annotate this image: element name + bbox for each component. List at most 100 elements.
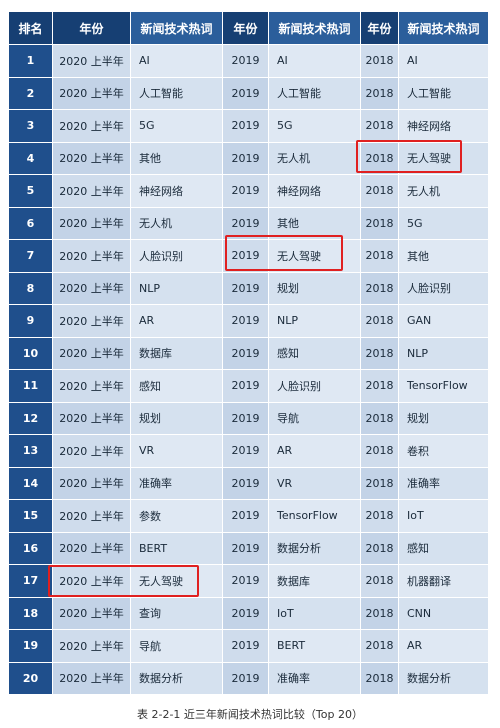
- word-2019-cell: BERT: [269, 630, 361, 663]
- table-row: 15 2020 上半年 参数 2019 TensorFlow 2018 IoT: [9, 500, 489, 533]
- rank-cell: 9: [9, 305, 53, 338]
- word-2019-cell: IoT: [269, 597, 361, 630]
- rank-cell: 5: [9, 175, 53, 208]
- year-2018-cell: 2018: [361, 370, 399, 403]
- word-2018-cell: 准确率: [399, 467, 489, 500]
- year-2018-cell: 2018: [361, 532, 399, 565]
- year-2020-cell: 2020 上半年: [53, 500, 131, 533]
- header-year-2019: 年份: [223, 12, 269, 45]
- year-2020-cell: 2020 上半年: [53, 272, 131, 305]
- word-2018-cell: AR: [399, 630, 489, 663]
- rank-cell: 3: [9, 110, 53, 143]
- highlight-box-2019-rank-7: [225, 235, 343, 271]
- year-2019-cell: 2019: [223, 45, 269, 78]
- year-2019-cell: 2019: [223, 175, 269, 208]
- year-2018-cell: 2018: [361, 240, 399, 273]
- hot-words-table-container: 排名 年份 新闻技术热词 年份 新闻技术热词 年份 新闻技术热词 1 2020 上…: [9, 12, 489, 695]
- year-2019-cell: 2019: [223, 597, 269, 630]
- year-2018-cell: 2018: [361, 77, 399, 110]
- word-2018-cell: AI: [399, 45, 489, 78]
- word-2019-cell: AI: [269, 45, 361, 78]
- table-row: 2 2020 上半年 人工智能 2019 人工智能 2018 人工智能: [9, 77, 489, 110]
- word-2018-cell: 卷积: [399, 435, 489, 468]
- word-2020-cell: 数据库: [131, 337, 223, 370]
- table-row: 9 2020 上半年 AR 2019 NLP 2018 GAN: [9, 305, 489, 338]
- year-2020-cell: 2020 上半年: [53, 467, 131, 500]
- word-2020-cell: 人工智能: [131, 77, 223, 110]
- word-2020-cell: 数据分析: [131, 662, 223, 695]
- year-2019-cell: 2019: [223, 532, 269, 565]
- word-2020-cell: BERT: [131, 532, 223, 565]
- rank-cell: 19: [9, 630, 53, 663]
- table-row: 1 2020 上半年 AI 2019 AI 2018 AI: [9, 45, 489, 78]
- word-2018-cell: 其他: [399, 240, 489, 273]
- year-2020-cell: 2020 上半年: [53, 565, 131, 598]
- word-2018-cell: 机器翻译: [399, 565, 489, 598]
- word-2019-cell: 神经网络: [269, 175, 361, 208]
- word-2018-cell: 人工智能: [399, 77, 489, 110]
- year-2020-cell: 2020 上半年: [53, 597, 131, 630]
- year-2018-cell: 2018: [361, 305, 399, 338]
- year-2018-cell: 2018: [361, 630, 399, 663]
- word-2020-cell: 神经网络: [131, 175, 223, 208]
- year-2019-cell: 2019: [223, 500, 269, 533]
- table-row: 4 2020 上半年 其他 2019 无人机 2018 无人驾驶: [9, 142, 489, 175]
- rank-cell: 12: [9, 402, 53, 435]
- word-2020-cell: AI: [131, 45, 223, 78]
- rank-cell: 8: [9, 272, 53, 305]
- table-row: 7 2020 上半年 人脸识别 2019 无人驾驶 2018 其他: [9, 240, 489, 273]
- rank-cell: 18: [9, 597, 53, 630]
- year-2019-cell: 2019: [223, 77, 269, 110]
- table-row: 8 2020 上半年 NLP 2019 规划 2018 人脸识别: [9, 272, 489, 305]
- year-2019-cell: 2019: [223, 110, 269, 143]
- word-2019-cell: 感知: [269, 337, 361, 370]
- table-row: 10 2020 上半年 数据库 2019 感知 2018 NLP: [9, 337, 489, 370]
- word-2020-cell: 5G: [131, 110, 223, 143]
- rank-cell: 20: [9, 662, 53, 695]
- year-2019-cell: 2019: [223, 240, 269, 273]
- word-2019-cell: TensorFlow: [269, 500, 361, 533]
- year-2020-cell: 2020 上半年: [53, 77, 131, 110]
- year-2020-cell: 2020 上半年: [53, 402, 131, 435]
- year-2019-cell: 2019: [223, 370, 269, 403]
- word-2018-cell: 神经网络: [399, 110, 489, 143]
- table-row: 17 2020 上半年 无人驾驶 2019 数据库 2018 机器翻译: [9, 565, 489, 598]
- word-2020-cell: 规划: [131, 402, 223, 435]
- year-2020-cell: 2020 上半年: [53, 207, 131, 240]
- word-2018-cell: 人脸识别: [399, 272, 489, 305]
- word-2020-cell: 其他: [131, 142, 223, 175]
- word-2020-cell: 查询: [131, 597, 223, 630]
- word-2018-cell: 5G: [399, 207, 489, 240]
- rank-cell: 13: [9, 435, 53, 468]
- year-2018-cell: 2018: [361, 45, 399, 78]
- table-row: 18 2020 上半年 查询 2019 IoT 2018 CNN: [9, 597, 489, 630]
- header-words-2019: 新闻技术热词: [269, 12, 361, 45]
- rank-cell: 1: [9, 45, 53, 78]
- word-2019-cell: AR: [269, 435, 361, 468]
- year-2019-cell: 2019: [223, 142, 269, 175]
- table-row: 3 2020 上半年 5G 2019 5G 2018 神经网络: [9, 110, 489, 143]
- word-2019-cell: 导航: [269, 402, 361, 435]
- year-2020-cell: 2020 上半年: [53, 532, 131, 565]
- highlight-box-2018-rank-4: [356, 140, 462, 173]
- word-2018-cell: IoT: [399, 500, 489, 533]
- year-2018-cell: 2018: [361, 175, 399, 208]
- rank-cell: 10: [9, 337, 53, 370]
- table-row: 5 2020 上半年 神经网络 2019 神经网络 2018 无人机: [9, 175, 489, 208]
- year-2018-cell: 2018: [361, 207, 399, 240]
- header-words-2020: 新闻技术热词: [131, 12, 223, 45]
- word-2019-cell: 其他: [269, 207, 361, 240]
- word-2018-cell: TensorFlow: [399, 370, 489, 403]
- table-row: 16 2020 上半年 BERT 2019 数据分析 2018 感知: [9, 532, 489, 565]
- word-2018-cell: 数据分析: [399, 662, 489, 695]
- year-2020-cell: 2020 上半年: [53, 370, 131, 403]
- word-2018-cell: 无人机: [399, 175, 489, 208]
- word-2020-cell: AR: [131, 305, 223, 338]
- year-2019-cell: 2019: [223, 630, 269, 663]
- rank-cell: 17: [9, 565, 53, 598]
- word-2019-cell: 数据库: [269, 565, 361, 598]
- year-2019-cell: 2019: [223, 402, 269, 435]
- word-2018-cell: 规划: [399, 402, 489, 435]
- table-row: 12 2020 上半年 规划 2019 导航 2018 规划: [9, 402, 489, 435]
- year-2020-cell: 2020 上半年: [53, 435, 131, 468]
